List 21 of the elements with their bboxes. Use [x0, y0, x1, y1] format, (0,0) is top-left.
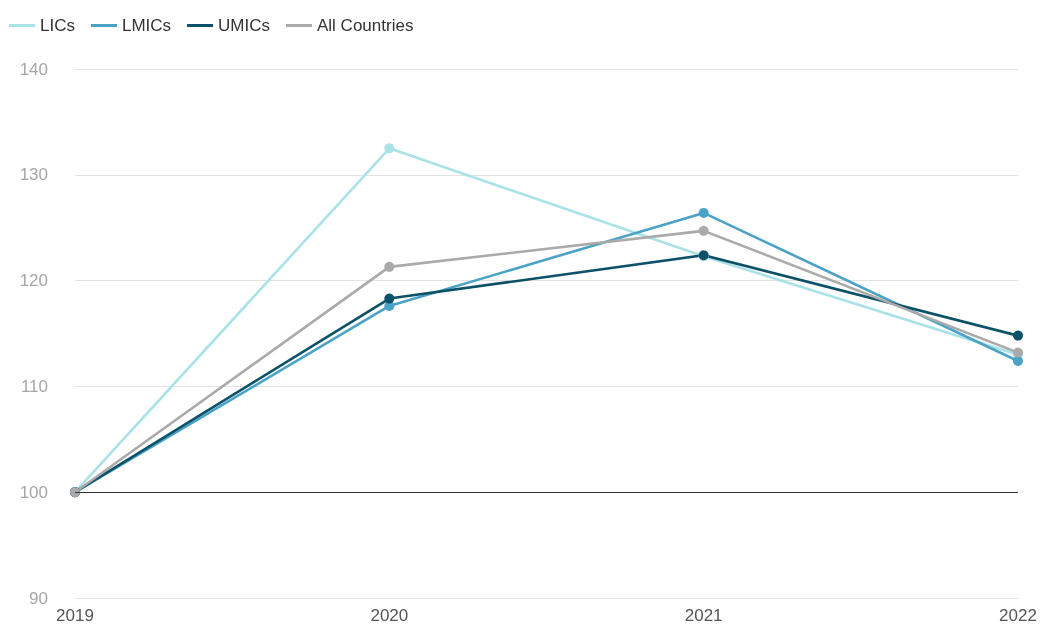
- point: [384, 293, 395, 304]
- legend-label: UMICs: [218, 16, 271, 35]
- y-tick-label: 140: [19, 59, 48, 79]
- legend-label: LMICs: [121, 16, 172, 35]
- x-tick-label: 2022: [999, 606, 1037, 625]
- point: [1013, 330, 1023, 341]
- legend-label: LICs: [40, 16, 75, 35]
- x-tick-label: 2021: [684, 606, 723, 625]
- y-tick-label: 100: [19, 482, 48, 502]
- point: [698, 207, 709, 218]
- point: [384, 143, 395, 154]
- point: [698, 225, 709, 236]
- point: [384, 261, 395, 272]
- legend-label: All Countries: [317, 16, 414, 35]
- x-tick-label: 2019: [56, 606, 94, 625]
- y-tick-label: 130: [19, 165, 48, 185]
- y-tick-label: 90: [29, 588, 48, 608]
- x-tick-label: 2020: [370, 606, 409, 625]
- y-tick-label: 110: [20, 376, 48, 396]
- y-tick-label: 120: [19, 271, 48, 291]
- point: [1013, 356, 1023, 367]
